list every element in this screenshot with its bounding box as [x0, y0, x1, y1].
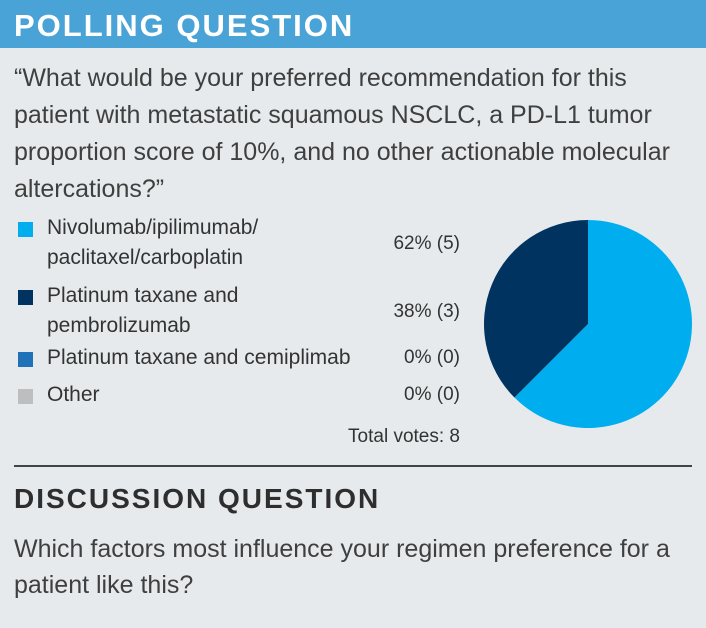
legend-label-pembrolizumab-line1: Platinum taxane and — [47, 284, 239, 307]
legend-value-cemiplimab: 0% (0) — [404, 347, 460, 368]
legend-value-pembrolizumab: 38% (3) — [393, 301, 460, 322]
section-divider — [14, 465, 692, 467]
legend-label-nivolumab-line1: Nivolumab/ipilimumab/ — [47, 216, 259, 239]
poll-pie-chart — [483, 220, 692, 428]
legend-value-nivolumab: 62% (5) — [393, 233, 460, 254]
pie-slice-pembrolizumab — [483, 220, 588, 398]
discussion-question-text: Which factors most influence your regime… — [14, 535, 670, 599]
legend-swatch-cemiplimab — [18, 352, 33, 367]
discussion-title: DISCUSSION QUESTION — [14, 483, 381, 514]
legend-label-pembrolizumab-line2: pembrolizumab — [47, 314, 191, 337]
legend-label-cemiplimab: Platinum taxane and cemiplimab — [47, 346, 351, 369]
polling-title: POLLING QUESTION — [14, 8, 355, 43]
legend-label-other: Other — [47, 383, 100, 406]
legend-label-nivolumab-line2: paclitaxel/carboplatin — [47, 246, 244, 269]
legend-value-other: 0% (0) — [404, 384, 460, 405]
total-votes: Total votes: 8 — [348, 426, 460, 447]
polling-header-banner: POLLING QUESTION — [0, 0, 706, 48]
legend-swatch-nivolumab — [18, 222, 33, 237]
pie-slice-nivolumab — [514, 220, 692, 428]
poll-question-text: “What would be your preferred recommenda… — [14, 64, 670, 203]
legend-swatch-other — [18, 389, 33, 404]
legend-swatch-pembrolizumab — [18, 290, 33, 305]
